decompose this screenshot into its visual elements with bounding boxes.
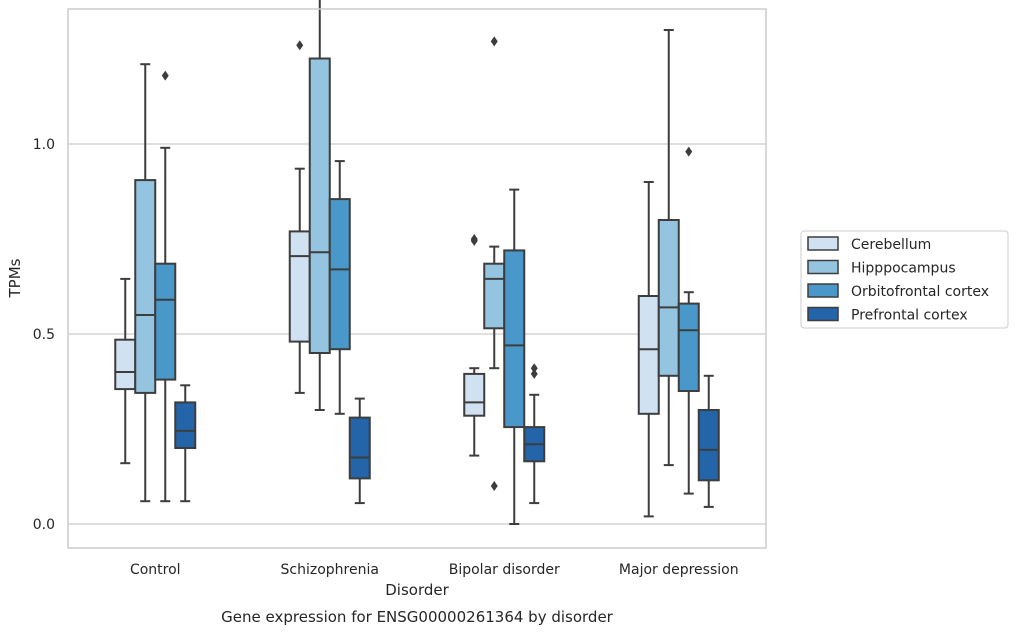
- outlier-point: [470, 235, 478, 246]
- box-0-1: [288, 40, 311, 394]
- legend: Cerebellum Hipppocampus Orbitofrontal cort…: [800, 230, 1009, 329]
- legend-swatch: [807, 306, 839, 322]
- box-body: [134, 179, 157, 394]
- x-tick-labels: Control Schizophrenia Bipolar disorder Majo…: [130, 562, 739, 578]
- box-3-0: [174, 384, 197, 503]
- box-3-1: [348, 397, 371, 505]
- box-body: [483, 262, 506, 330]
- y-tick-label: 0.5: [33, 327, 55, 343]
- legend-swatch: [807, 259, 839, 275]
- x-tick-label: Schizophrenia: [281, 562, 379, 578]
- x-tick-label: Major depression: [619, 562, 739, 578]
- legend-label: Hipppocampus: [851, 261, 956, 277]
- box-body: [463, 372, 486, 417]
- y-tick-labels: 0.00.51.01.52.02.5: [33, 137, 55, 533]
- x-tick-label: Bipolar disorder: [449, 562, 560, 578]
- box-body: [114, 338, 137, 391]
- box-body: [154, 262, 177, 381]
- outlier-point: [296, 40, 304, 51]
- y-tick-label: 1.0: [33, 137, 55, 153]
- outlier-point: [530, 363, 538, 374]
- box-body: [308, 57, 331, 354]
- outlier-point: [161, 70, 169, 81]
- x-axis-label: Disorder: [385, 581, 449, 599]
- box-body: [174, 401, 197, 449]
- box-body: [697, 409, 720, 482]
- box-body: [677, 302, 700, 393]
- outlier-point: [530, 368, 538, 379]
- legend-label: Orbitofrontal cortex: [851, 284, 989, 300]
- box-1-3: [657, 29, 680, 467]
- box-1-2: [483, 36, 506, 491]
- outlier-point: [490, 36, 498, 47]
- legend-swatch: [807, 236, 839, 251]
- box-2-0: [154, 70, 177, 503]
- box-2-1: [328, 160, 351, 415]
- plot-frame: [67, 8, 767, 549]
- box-body: [637, 295, 660, 415]
- y-tick-label: 0.0: [33, 517, 55, 533]
- box-1-1: [308, 0, 331, 411]
- box-2-3: [677, 146, 700, 495]
- legend-swatch: [807, 283, 839, 298]
- box-0-2: [463, 234, 486, 457]
- box-3-3: [697, 374, 720, 508]
- plot-boxes: [114, 0, 720, 525]
- box-2-2: [503, 188, 526, 525]
- box-3-2: [523, 363, 546, 505]
- outlier-point: [490, 481, 498, 491]
- y-axis-label: TPMs: [6, 258, 24, 298]
- box-0-3: [637, 181, 660, 518]
- legend-frame: [800, 230, 1009, 329]
- box-1-0: [134, 63, 157, 503]
- legend-label: Cerebellum: [851, 237, 931, 253]
- legend-label: Prefrontal cortex: [851, 308, 968, 324]
- chart-title: Gene expression for ENSG00000261364 by d…: [221, 608, 614, 626]
- box-body: [328, 198, 351, 351]
- box-body: [288, 230, 311, 343]
- box-0-0: [114, 277, 137, 465]
- x-tick-label: Control: [130, 562, 181, 578]
- box-body: [657, 219, 680, 377]
- box-body: [503, 249, 526, 429]
- outlier-point: [685, 146, 693, 157]
- box-body: [348, 416, 371, 480]
